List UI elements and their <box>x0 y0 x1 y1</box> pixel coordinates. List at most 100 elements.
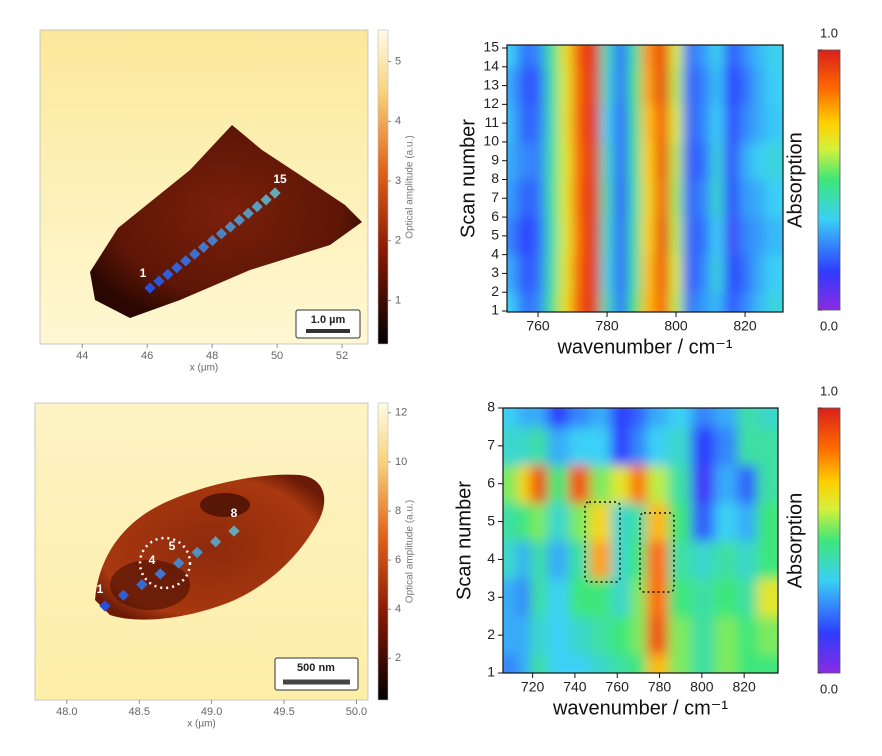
measurement-point <box>171 261 183 274</box>
heatmap-cell <box>586 66 601 105</box>
heatmap-cell <box>613 45 629 68</box>
y-tick-label: 7 <box>491 189 499 205</box>
heatmap-cell <box>507 179 518 218</box>
heatmap-cell <box>610 502 631 541</box>
heatmap-cell <box>737 502 758 541</box>
heatmap-cell <box>682 141 698 180</box>
heatmap-cell <box>756 408 778 428</box>
heatmap-cell <box>589 426 612 466</box>
heatmap-cell <box>627 292 643 312</box>
heatmap-cell <box>531 66 546 105</box>
heatmap-cell <box>627 141 643 180</box>
heatmap-cell <box>503 502 519 541</box>
heatmap-cell <box>517 179 532 218</box>
heatmap-cell <box>589 616 612 655</box>
heatmap-cell <box>669 292 684 312</box>
heatmap-cell <box>646 654 669 673</box>
y-tick-label: 15 <box>483 39 499 55</box>
y-tick-label: 13 <box>483 76 499 92</box>
colorbar-tick-label: 12 <box>395 407 407 419</box>
heatmap-cell <box>646 408 669 428</box>
heatmap-cell <box>691 654 716 673</box>
heatmap-cell <box>682 292 698 312</box>
heatmap-cell <box>507 141 518 180</box>
heatmap-cell <box>641 217 656 256</box>
y-tick-label: 2 <box>487 626 495 642</box>
measurement-point <box>242 207 254 220</box>
heatmap-cell <box>589 654 612 673</box>
heatmap-cell <box>600 66 615 105</box>
x-tick-label: 720 <box>521 679 545 695</box>
heatmap-cell <box>751 254 767 293</box>
heatmap-cell <box>572 217 587 256</box>
heatmap-cell <box>613 66 629 105</box>
heatmap-cell <box>641 45 656 68</box>
heatmap-cell <box>589 578 612 617</box>
heatmap-cell <box>586 292 601 312</box>
heatmap-cell <box>568 540 591 579</box>
heatmap-cell <box>589 540 612 579</box>
heatmap-cell <box>507 254 518 293</box>
heatmap-cell <box>738 66 753 105</box>
heatmap-cell <box>610 578 631 617</box>
y-tick-label: 3 <box>487 588 495 604</box>
heatmap-cell <box>572 66 587 105</box>
heatmap-cell <box>710 66 725 105</box>
heatmap-cell <box>572 141 587 180</box>
heatmap-cell <box>558 292 574 312</box>
heatmap-cell <box>547 464 570 504</box>
heatmap-cell <box>682 217 698 256</box>
heatmap-cell <box>503 408 519 428</box>
heatmap-cell <box>714 426 739 466</box>
heatmap-cell <box>714 502 739 541</box>
heatmap-cell <box>586 254 601 293</box>
heatmap-cell <box>655 254 670 293</box>
y-tick-label: 6 <box>491 208 499 224</box>
measurement-point <box>136 578 148 591</box>
heatmap-cell <box>724 217 739 256</box>
heatmap-cell <box>691 408 716 428</box>
measurement-point <box>154 568 166 580</box>
heatmap-cell <box>641 141 656 180</box>
heatmap-cell <box>655 179 670 218</box>
heatmap-cell <box>517 66 532 105</box>
heatmap-cell <box>600 141 615 180</box>
heatmap-cell <box>568 616 591 655</box>
heatmap-cell <box>714 540 739 579</box>
heatmap-cell <box>544 45 560 68</box>
colorbar-tick-label: 8 <box>395 505 401 517</box>
point-label: 15 <box>273 172 287 186</box>
heatmap-cell <box>558 217 574 256</box>
heatmap-cell <box>613 179 629 218</box>
heatmap-cell <box>547 408 570 428</box>
scale-bar-label: 1.0 µm <box>311 314 346 326</box>
heatmap-cell <box>613 254 629 293</box>
heatmap-cell <box>531 292 546 312</box>
measurement-point <box>228 525 240 537</box>
heatmap-cell <box>724 104 739 143</box>
x-tick-label: 50.0 <box>346 706 367 718</box>
image-frame <box>34 402 369 701</box>
x-tick-label: 44 <box>76 350 88 362</box>
heatmap-cell <box>503 540 519 579</box>
heatmap-cell <box>669 66 684 105</box>
heatmap-cell <box>710 292 725 312</box>
heatmap-cell <box>629 540 648 579</box>
x-tick-label: 780 <box>648 679 672 695</box>
heatmap-cell <box>627 104 643 143</box>
heatmap-cell <box>530 464 548 504</box>
point-label: 1 <box>97 582 104 596</box>
heatmap-cell <box>668 540 692 579</box>
heatmap-cell <box>682 66 698 105</box>
heatmap-cell <box>589 464 612 504</box>
heatmap-cell <box>629 578 648 617</box>
heatmap-cell <box>517 141 532 180</box>
heatmap-cell <box>629 408 648 428</box>
heatmap-cell <box>503 616 519 655</box>
heatmap-cell <box>765 217 783 256</box>
y-tick-label: 2 <box>491 283 499 299</box>
colorbar-tick-label: 4 <box>395 115 401 127</box>
colorbar-label: Optical amplitude (a.u.) <box>405 135 416 238</box>
heatmap-cell <box>544 254 560 293</box>
heatmap-cell <box>503 426 519 466</box>
